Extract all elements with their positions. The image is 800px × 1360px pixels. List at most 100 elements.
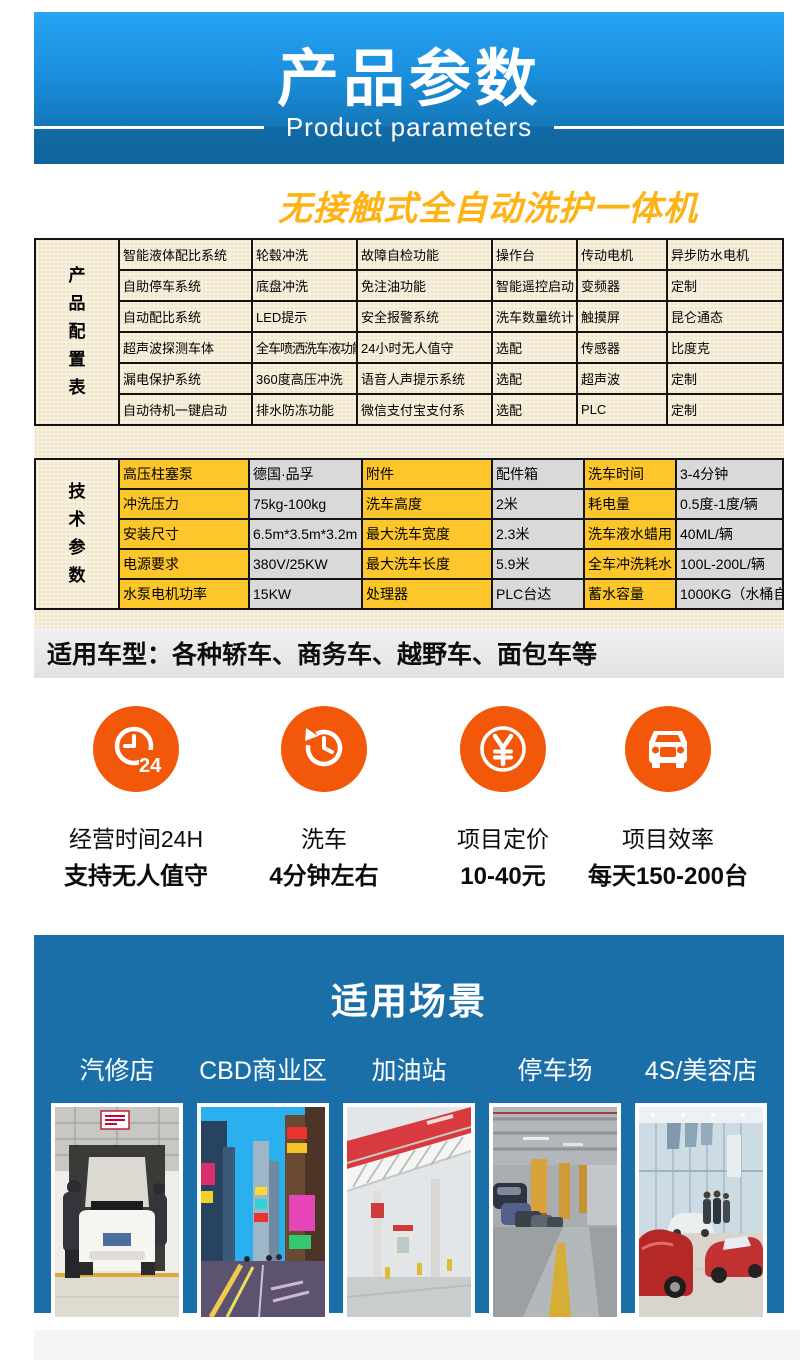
tech-value-cell: 3-4分钟	[675, 458, 784, 490]
table-row: 超声波探测车体 全车喷洒洗车液功能 24小时无人值守 选配 传感器 比度克	[35, 331, 784, 364]
table-row: 安装尺寸 6.5m*3.5m*3.2m 最大洗车宽度 2.3米 洗车液水蜡用 4…	[35, 518, 784, 550]
config-cell: 变频器	[576, 269, 668, 302]
config-cell: 传感器	[576, 331, 668, 364]
table-row: 水泵电机功率 15KW 处理器 PLC台达 蓄水容量 1000KG（水桶自备）	[35, 578, 784, 610]
config-cell: 故障自检功能	[356, 238, 493, 271]
tech-label-cell: 安装尺寸	[118, 518, 250, 550]
config-cell: 智能遥控启动	[491, 269, 578, 302]
page-title: 产品参数	[276, 45, 541, 114]
tech-value-cell: 2米	[491, 488, 585, 520]
scene-photos-row	[34, 1103, 784, 1321]
features-row: 24 经营时间24H 支持无人值守 洗车 4分钟左右	[0, 700, 800, 910]
feature-caption-2: 每天150-200台	[587, 863, 749, 890]
config-cell: 触摸屏	[576, 300, 668, 333]
config-cell: LED提示	[251, 300, 358, 333]
clock-24-icon: 24	[93, 706, 179, 792]
config-cell: 选配	[491, 331, 578, 364]
config-cell: 洗车数量统计	[491, 300, 578, 333]
tech-label-cell: 洗车液水蜡用	[583, 518, 677, 550]
page-subtitle: Product parameters	[285, 111, 533, 142]
scene-label-repair-shop: 汽修店	[79, 1057, 155, 1085]
scenes-title: 适用场景	[331, 981, 487, 1022]
tech-value-cell: 40ML/辆	[675, 518, 784, 550]
tech-label-cell: 最大洗车宽度	[361, 518, 493, 550]
config-cell: 自助停车系统	[118, 269, 253, 302]
config-cell: 昆仑通态	[666, 300, 784, 333]
table-row: 自助停车系统 底盘冲洗 免注油功能 智能遥控启动 变频器 定制	[35, 269, 784, 302]
config-cell: 操作台	[491, 238, 578, 271]
table-row: 产品配置表 智能液体配比系统 轮毂冲洗 故障自检功能 操作台 传动电机 异步防水…	[34, 238, 784, 426]
config-cell: 智能液体配比系统	[118, 238, 253, 271]
table-row: 电源要求 380V/25KW 最大洗车长度 5.9米 全车冲洗耗水 100L-2…	[35, 548, 784, 580]
scene-photo-parking	[489, 1103, 621, 1321]
scene-label-cbd: CBD商业区	[199, 1057, 327, 1085]
config-cell: 漏电保护系统	[118, 362, 253, 395]
config-cell: 选配	[491, 393, 578, 426]
config-cell: 24小时无人值守	[356, 331, 493, 364]
table-row: 自动配比系统 LED提示 安全报警系统 洗车数量统计 触摸屏 昆仑通态	[35, 300, 784, 333]
tech-value-cell: PLC台达	[491, 578, 585, 610]
tech-value-cell: 15KW	[248, 578, 363, 610]
config-cell: 轮毂冲洗	[251, 238, 358, 271]
scene-photo-repair-shop	[51, 1103, 183, 1321]
scene-photo-cbd	[197, 1103, 329, 1321]
feature-efficiency: 项目效率 每天150-200台	[553, 700, 783, 891]
config-cell: 360度高压冲洗	[251, 362, 358, 395]
feature-caption-1: 项目效率	[622, 826, 714, 852]
table-row: 自动待机一键启动 排水防冻功能 微信支付宝支付系 选配 PLC 定制	[35, 393, 784, 426]
tech-value-cell: 德国·品孚	[248, 458, 363, 490]
config-cell: 超声波	[576, 362, 668, 395]
feature-hours: 24 经营时间24H 支持无人值守	[21, 700, 251, 891]
config-cell: 异步防水电机	[666, 238, 784, 271]
scene-photo-gas-station	[343, 1103, 475, 1321]
config-cell: 传动电机	[576, 238, 668, 271]
config-cell: 定制	[666, 362, 784, 395]
config-side-label: 产品配置表	[34, 238, 120, 426]
config-cell: 排水防冻功能	[251, 393, 358, 426]
scene-photo-4s-shop	[635, 1103, 767, 1321]
tech-value-cell: 2.3米	[491, 518, 585, 550]
config-cell: 免注油功能	[356, 269, 493, 302]
scenes-section: 适用场景 汽修店 CBD商业区 加油站 停车场 4S/美容店	[34, 935, 784, 1321]
config-cell: 超声波探测车体	[118, 331, 253, 364]
feature-caption-2: 4分钟左右	[269, 863, 379, 890]
feature-caption-2: 支持无人值守	[64, 863, 208, 890]
tech-label-cell: 蓄水容量	[583, 578, 677, 610]
history-clock-icon	[281, 706, 367, 792]
header-subtitle-row: Product parameters	[34, 107, 785, 147]
footer-strip	[34, 1330, 800, 1360]
config-cell: PLC	[576, 393, 668, 426]
config-cell: 比度克	[666, 331, 784, 364]
table-row: 漏电保护系统 360度高压冲洗 语音人声提示系统 选配 超声波 定制	[35, 362, 784, 395]
tech-label-cell: 水泵电机功率	[118, 578, 250, 610]
config-cell: 微信支付宝支付系	[356, 393, 493, 426]
tech-label-cell: 冲洗压力	[118, 488, 250, 520]
tech-value-cell: 75kg-100kg	[248, 488, 363, 520]
tech-label-cell: 电源要求	[118, 548, 250, 580]
yuan-coin-icon	[460, 706, 546, 792]
scene-label-4s-shop: 4S/美容店	[644, 1057, 758, 1085]
scene-label-gas-station: 加油站	[371, 1057, 447, 1085]
tech-value-cell: 配件箱	[491, 458, 585, 490]
table-row: 技术参数 高压柱塞泵 德国·品孚 附件 配件箱 洗车时间 3-4分钟	[34, 458, 784, 610]
tech-label-cell: 处理器	[361, 578, 493, 610]
product-config-table: 产品配置表 智能液体配比系统 轮毂冲洗 故障自检功能 操作台 传动电机 异步防水…	[34, 238, 784, 426]
config-cell: 安全报警系统	[356, 300, 493, 333]
tech-label-cell: 最大洗车长度	[361, 548, 493, 580]
badge-24: 24	[139, 755, 162, 776]
config-cell: 全车喷洒洗车液功能	[251, 331, 358, 364]
tech-label-cell: 全车冲洗耗水	[583, 548, 677, 580]
tech-value-cell: 0.5度-1度/辆	[675, 488, 784, 520]
table-row: 冲洗压力 75kg-100kg 洗车高度 2米 耗电量 0.5度-1度/辆	[35, 488, 784, 520]
config-cell: 定制	[666, 269, 784, 302]
feature-caption-2: 10-40元	[460, 863, 546, 890]
tech-value-cell: 5.9米	[491, 548, 585, 580]
spec-panel: 产品配置表 智能液体配比系统 轮毂冲洗 故障自检功能 操作台 传动电机 异步防水…	[34, 238, 784, 628]
feature-wash-time: 洗车 4分钟左右	[209, 700, 439, 891]
divider-line-right	[554, 125, 785, 129]
config-cell: 自动配比系统	[118, 300, 253, 333]
config-cell: 底盘冲洗	[251, 269, 358, 302]
vehicle-types: 适用车型：各种轿车、商务车、越野车、面包车等	[34, 628, 784, 678]
feature-pricing: 项目定价 10-40元	[388, 700, 618, 891]
